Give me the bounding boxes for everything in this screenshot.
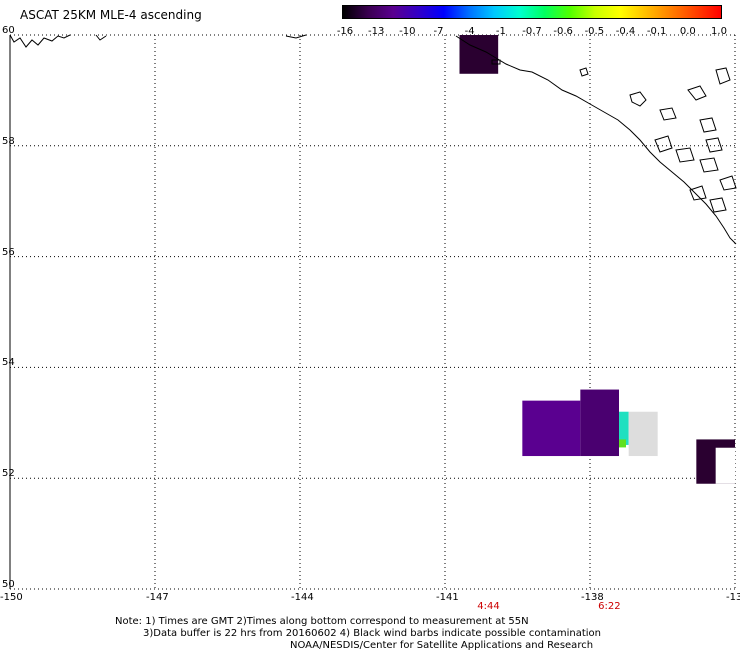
lat-tick-label: 56 <box>2 246 15 258</box>
data-cells <box>459 35 735 484</box>
colorbar-label: 0.0 <box>679 26 696 37</box>
colorbar-label: -16 <box>336 26 354 37</box>
lon-tick-label: -13 <box>726 592 740 603</box>
colorbar-label: -0.5 <box>584 26 605 37</box>
lat-tick-label: 58 <box>2 135 15 147</box>
note-line-1: Note: 1) Times are GMT 2)Times along bot… <box>115 616 529 627</box>
lat-tick-label: 60 <box>2 25 15 36</box>
coastline-alaska <box>9 34 737 245</box>
colorbar-label: -7 <box>433 26 444 37</box>
colorbar-label: 1.0 <box>711 26 727 37</box>
lat-tick-label: 52 <box>2 468 15 480</box>
data-cell <box>522 400 581 457</box>
map-title: ASCAT 25KM MLE-4 ascending <box>20 8 202 22</box>
colorbar-label: -10 <box>399 26 416 37</box>
coastline <box>9 34 737 245</box>
time-label: 6:22 <box>598 601 621 612</box>
coastline-islands <box>491 59 737 213</box>
lat-tick-label: 50 <box>2 579 15 590</box>
lon-tick-label: -141 <box>436 592 459 603</box>
lon-tick-label: -147 <box>146 592 169 603</box>
note-line-2: 3)Data buffer is 22 hrs from 20160602 4)… <box>143 628 601 639</box>
colorbar-label: -13 <box>367 26 385 37</box>
colorbar-label: -0.1 <box>646 26 667 37</box>
lon-tick-label: -138 <box>581 592 604 603</box>
lat-lon-grid <box>9 34 736 590</box>
lon-tick-label: -144 <box>291 592 314 603</box>
lat-tick-label: 54 <box>2 357 15 369</box>
colorbar-label: -0.4 <box>615 26 636 37</box>
colorbar-label: -0.6 <box>553 26 573 37</box>
data-cell <box>580 389 619 457</box>
data-cell <box>619 439 626 448</box>
time-label: 4:44 <box>477 601 500 612</box>
note-line-3: NOAA/NESDIS/Center for Satellite Applica… <box>290 640 594 651</box>
lon-tick-label: -150 <box>0 592 23 603</box>
colorbar-label: -1 <box>495 26 506 37</box>
data-cell-gap <box>715 447 735 484</box>
colorbar <box>342 5 722 19</box>
data-cell <box>619 411 629 445</box>
colorbar-label: -4 <box>464 26 475 37</box>
data-cell <box>459 35 499 74</box>
colorbar-label: -0.7 <box>522 26 542 37</box>
data-cell <box>628 411 658 457</box>
